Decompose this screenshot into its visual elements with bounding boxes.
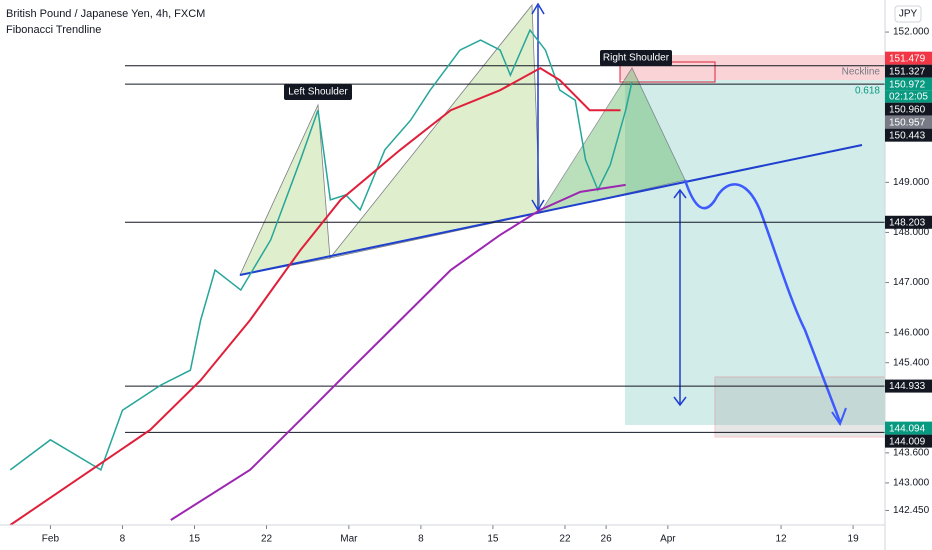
x-tick-label: 22	[559, 534, 571, 545]
y-tick-label: 142.450	[893, 505, 930, 516]
price-tag-label: 148.203	[889, 217, 926, 228]
y-tick-label: 152.000	[893, 27, 930, 38]
series-line	[9, 66, 621, 526]
projection	[683, 179, 842, 423]
price-tag-label: 150.443	[889, 130, 926, 141]
price-tag	[885, 51, 932, 65]
price-tag	[885, 379, 932, 393]
price-tag	[885, 434, 932, 448]
currency-box	[894, 5, 922, 23]
target-zone	[625, 80, 885, 425]
neckline-label: Neckline	[842, 67, 881, 78]
x-tick-label: 26	[601, 534, 613, 545]
y-tick-label: 148.000	[893, 227, 930, 238]
title: British Pound / Japanese Yen, 4h, FXCM	[6, 8, 205, 20]
x-tick-label: 8	[418, 534, 424, 545]
x-tick-label: 12	[776, 534, 788, 545]
price-tag	[885, 102, 932, 116]
price-tag-label: 150.960	[889, 104, 926, 115]
label-box	[284, 84, 352, 100]
labels: Left Shoulder Right Shoulder Neckline 0.…	[6, 5, 922, 100]
price-tag	[885, 77, 932, 91]
series-line	[9, 28, 633, 472]
countdown: 02:12:05	[889, 91, 928, 102]
y-tick-label: 143.600	[893, 448, 930, 459]
head-triangle	[328, 3, 541, 259]
price-tag-label: 144.933	[889, 381, 926, 392]
x-tick-label: 8	[120, 534, 126, 545]
subtitle: Fibonacci Trendline	[6, 24, 101, 36]
label-box	[600, 50, 672, 66]
y-tick-label: 145.400	[893, 357, 930, 368]
price-tag	[885, 115, 932, 129]
fib-label: 0.618	[855, 86, 880, 97]
x-tick-label: 22	[261, 534, 273, 545]
y-tick-label: 147.000	[893, 277, 930, 288]
x-tick-label: 15	[487, 534, 499, 545]
price-tag-label: 144.094	[889, 423, 926, 434]
marks	[9, 28, 889, 529]
projection-head	[831, 407, 847, 427]
right-shoulder-label: Right Shoulder	[603, 53, 670, 64]
x-tick-label: 15	[189, 534, 201, 545]
countdown-box	[885, 90, 932, 103]
drawings	[239, 2, 886, 438]
price-tag	[885, 421, 932, 435]
left-shoulder-label: Left Shoulder	[288, 87, 348, 98]
neckline	[239, 144, 863, 276]
price-tag-label: 150.972	[889, 79, 926, 90]
x-tick-label: Feb	[42, 534, 60, 545]
target-box	[714, 376, 886, 438]
price-tag	[885, 64, 932, 78]
x-tick-label: 19	[848, 534, 860, 545]
price-tag	[885, 215, 932, 229]
price-tag	[885, 128, 932, 142]
y-tick-label: 143.000	[893, 478, 930, 489]
x-tick-label: Mar	[340, 534, 358, 545]
x-tick-label: Apr	[660, 534, 676, 545]
y-tick-label: 149.000	[893, 177, 930, 188]
y-tick-label: 146.000	[893, 327, 930, 338]
price-tag-label: 150.957	[889, 117, 926, 128]
series-line	[170, 183, 626, 521]
currency: JPY	[899, 9, 918, 20]
price-tag-label: 151.327	[889, 66, 926, 77]
left-shoulder-triangle	[239, 103, 331, 276]
price-tag-label: 151.479	[889, 53, 926, 64]
price-tag-label: 144.009	[889, 436, 926, 447]
arrow-heads	[531, 2, 687, 407]
